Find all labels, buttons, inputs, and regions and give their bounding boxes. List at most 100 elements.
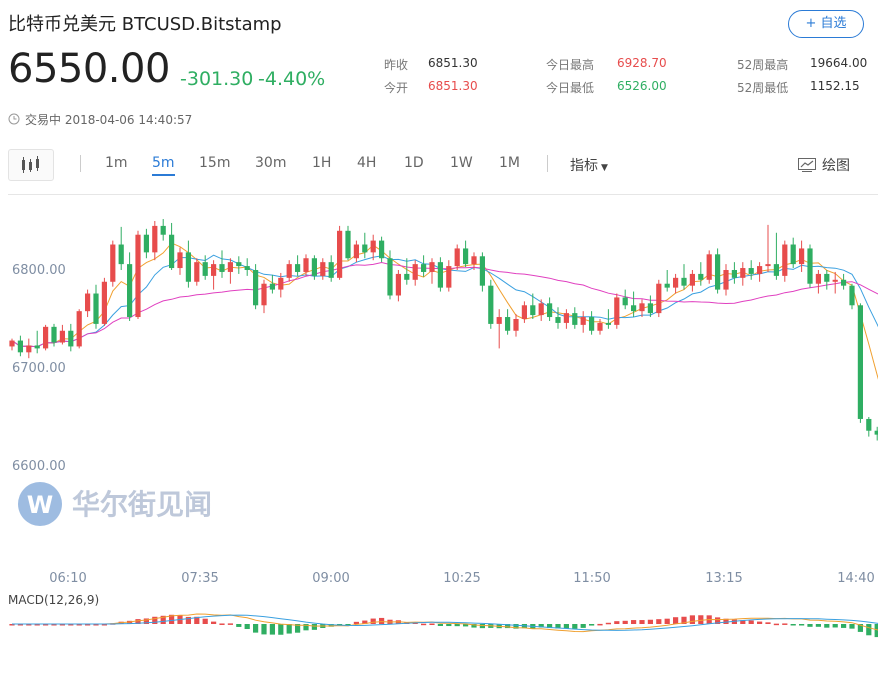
indicator-dropdown[interactable]: 指标 ▼: [570, 155, 608, 175]
candle-body: [59, 330, 65, 343]
candle-body: [706, 254, 712, 280]
tab-15m[interactable]: 15m: [199, 155, 231, 171]
candle-body: [664, 283, 670, 288]
candle-body: [731, 270, 737, 278]
candle-body: [807, 248, 813, 284]
macd-bar: [311, 624, 317, 630]
macd-bar: [639, 620, 645, 624]
candle-body: [614, 297, 620, 325]
candle-body: [101, 281, 107, 324]
stat-label-day-low: 今日最低: [546, 81, 595, 95]
candle-body: [715, 254, 721, 290]
candle-body: [227, 262, 233, 272]
candle-body: [253, 270, 259, 306]
candle-body: [530, 305, 536, 316]
macd-bar: [681, 616, 687, 624]
tab-1mo[interactable]: 1M: [499, 155, 520, 171]
candle-body: [85, 293, 91, 312]
macd-bar: [85, 624, 91, 626]
stat-value-prev-close: 6851.30: [428, 56, 478, 70]
candle-body: [815, 273, 821, 284]
macd-bar: [370, 618, 376, 624]
candle-body: [454, 248, 460, 267]
macd-bar: [656, 619, 662, 624]
macd-bar: [773, 623, 779, 626]
macd-bar: [723, 618, 729, 624]
candle-body: [874, 430, 878, 435]
tab-5m[interactable]: 5m: [152, 155, 175, 176]
candle-body: [261, 283, 267, 306]
candle-body: [841, 279, 847, 286]
tab-1h[interactable]: 1H: [312, 155, 332, 171]
add-watchlist-button[interactable]: + 自选: [788, 10, 864, 38]
candle-body: [505, 317, 511, 331]
candle-body: [345, 230, 351, 259]
candle-body: [849, 285, 855, 306]
candlestick-type-button[interactable]: [8, 149, 54, 181]
macd-bar: [471, 624, 477, 628]
stat-label-52w-high: 52周最高: [737, 58, 789, 72]
macd-bar: [555, 624, 561, 629]
stat-value-52w-high: 19664.00: [810, 56, 868, 70]
candle-body: [790, 244, 796, 265]
candle-body: [748, 268, 754, 274]
tab-1d[interactable]: 1D: [404, 155, 424, 171]
watermark-logo-circle: [18, 482, 62, 526]
candle-body: [370, 240, 376, 253]
macd-bar: [572, 624, 578, 629]
y-tick-label: 6600.00: [12, 459, 66, 474]
macd-bar: [849, 624, 855, 629]
macd-bar: [362, 620, 368, 624]
candle-body: [412, 264, 418, 280]
stat-value-day-high: 6928.70: [617, 56, 667, 70]
candle-body: [404, 273, 410, 280]
candle-body: [93, 293, 99, 324]
macd-bar: [664, 618, 670, 624]
macd-bar: [605, 622, 611, 625]
candle-body: [135, 234, 141, 318]
price-change: -301.30: [180, 68, 254, 90]
candle-body: [328, 262, 334, 278]
candle-body: [353, 244, 359, 259]
macd-label: MACD(12,26,9): [8, 593, 99, 607]
candle-body: [9, 340, 15, 347]
indicator-label: 指标: [570, 158, 598, 174]
macd-bar: [295, 624, 301, 633]
candle-body: [580, 317, 586, 325]
macd-bar: [689, 615, 695, 624]
macd-dea-line: [12, 614, 878, 631]
macd-bar: [841, 624, 847, 628]
candle-body: [26, 345, 32, 353]
clock-icon: [8, 113, 20, 125]
watermark-logo-letter: W: [27, 491, 53, 519]
tab-1w[interactable]: 1W: [450, 155, 473, 171]
drawing-icon: [798, 158, 816, 172]
macd-bar: [93, 624, 99, 626]
macd-bar: [269, 624, 275, 635]
candle-body: [118, 244, 124, 265]
candle-body: [211, 264, 217, 276]
status-text: 交易中 2018-04-06 14:40:57: [25, 113, 193, 127]
ma-line-ma5: [11, 242, 878, 380]
tab-4h[interactable]: 4H: [357, 155, 377, 171]
candle-body: [773, 264, 779, 276]
candle-body: [563, 313, 569, 323]
tab-1m[interactable]: 1m: [105, 155, 128, 171]
x-tick-label: 06:10: [49, 571, 86, 586]
macd-bar: [253, 624, 259, 633]
toolbar-border: [8, 194, 878, 195]
macd-bar: [647, 619, 653, 624]
macd-bar: [715, 617, 721, 624]
macd-bar: [631, 620, 637, 624]
candle-body: [76, 311, 82, 347]
macd-bar: [211, 621, 217, 624]
tab-30m[interactable]: 30m: [255, 155, 287, 171]
candle-body: [152, 225, 158, 253]
macd-bar: [807, 624, 813, 627]
candle-body: [488, 285, 494, 324]
y-tick-label: 6800.00: [12, 263, 66, 278]
draw-button[interactable]: 绘图: [798, 155, 850, 175]
candle-body: [555, 317, 561, 323]
candle-body: [639, 303, 645, 312]
